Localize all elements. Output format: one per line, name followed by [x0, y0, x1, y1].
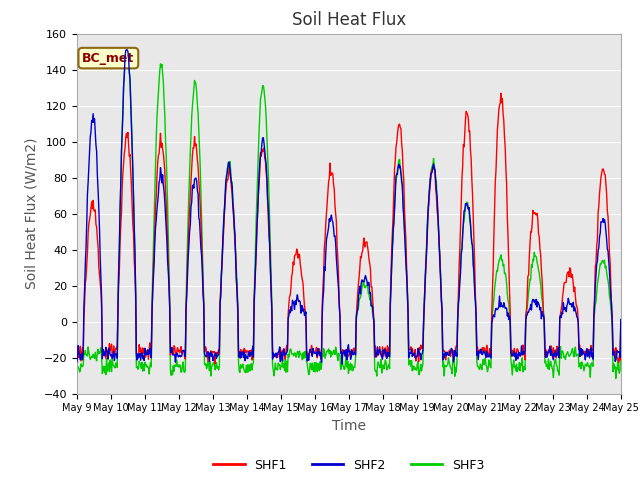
SHF2 [264, 204, 272, 210]
X-axis label: Time: Time [332, 419, 366, 433]
SHF2 [124, 47, 131, 53]
SHF3 [612, 375, 620, 381]
SHF3 [406, 360, 413, 366]
Line: SHF2: SHF2 [77, 50, 621, 364]
SHF3 [264, 170, 272, 176]
SHF3 [617, 320, 625, 325]
SHF1 [285, 301, 292, 307]
SHF2 [73, 359, 81, 365]
Legend: SHF1, SHF2, SHF3: SHF1, SHF2, SHF3 [209, 454, 489, 477]
SHF3 [237, 365, 245, 371]
Title: Soil Heat Flux: Soil Heat Flux [292, 11, 406, 29]
SHF2 [617, 316, 625, 322]
SHF2 [338, 361, 346, 367]
SHF3 [122, 46, 129, 51]
SHF1 [73, 353, 81, 359]
Y-axis label: Soil Heat Flux (W/m2): Soil Heat Flux (W/m2) [24, 138, 38, 289]
SHF1 [237, 350, 245, 356]
SHF1 [497, 90, 505, 96]
SHF3 [436, 255, 444, 261]
SHF1 [406, 347, 413, 353]
SHF2 [237, 354, 245, 360]
Text: BC_met: BC_met [82, 51, 134, 65]
SHF1 [264, 216, 272, 221]
SHF1 [436, 252, 444, 258]
SHF1 [211, 361, 219, 367]
SHF2 [285, 313, 292, 319]
SHF3 [138, 365, 145, 371]
Line: SHF1: SHF1 [77, 93, 621, 364]
SHF1 [617, 319, 625, 324]
SHF3 [285, 354, 292, 360]
SHF1 [137, 345, 145, 351]
Line: SHF3: SHF3 [77, 48, 621, 378]
SHF2 [437, 276, 445, 282]
SHF3 [73, 360, 81, 366]
SHF2 [406, 349, 414, 355]
SHF2 [138, 350, 145, 356]
